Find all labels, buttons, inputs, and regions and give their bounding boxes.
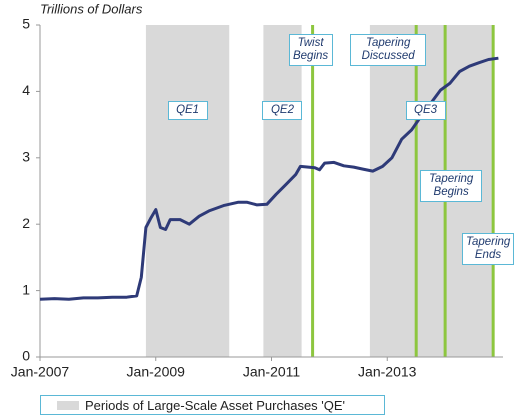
qe-label: QE2 [262,101,303,120]
legend-label: Periods of Large-Scale Asset Purchases '… [85,397,346,413]
event-label: Tapering Discussed [350,34,427,66]
legend: Periods of Large-Scale Asset Purchases '… [40,395,385,415]
y-tick-label: 4 [22,82,30,98]
legend-swatch [57,400,79,410]
qe-label: QE1 [167,101,208,120]
y-tick-label: 3 [22,149,30,165]
event-label: Tapering Begins [420,170,483,202]
qe-period [145,25,230,357]
qe-period [263,25,302,357]
x-tick-label: Jan-2007 [11,364,70,380]
y-tick-label: 2 [22,215,30,231]
y-tick-label: 1 [22,281,30,297]
event-label: Twist Begins [288,34,333,66]
x-tick-label: Jan-2011 [243,364,301,380]
event-label: Tapering Ends [462,233,514,265]
qe-label: QE3 [405,101,446,120]
y-tick-label: 0 [22,348,30,364]
y-tick-label: 5 [22,16,30,32]
x-tick-label: Jan-2013 [358,364,417,380]
x-tick-label: Jan-2009 [127,364,186,380]
y-axis-label: Trillions of Dollars [40,1,143,16]
